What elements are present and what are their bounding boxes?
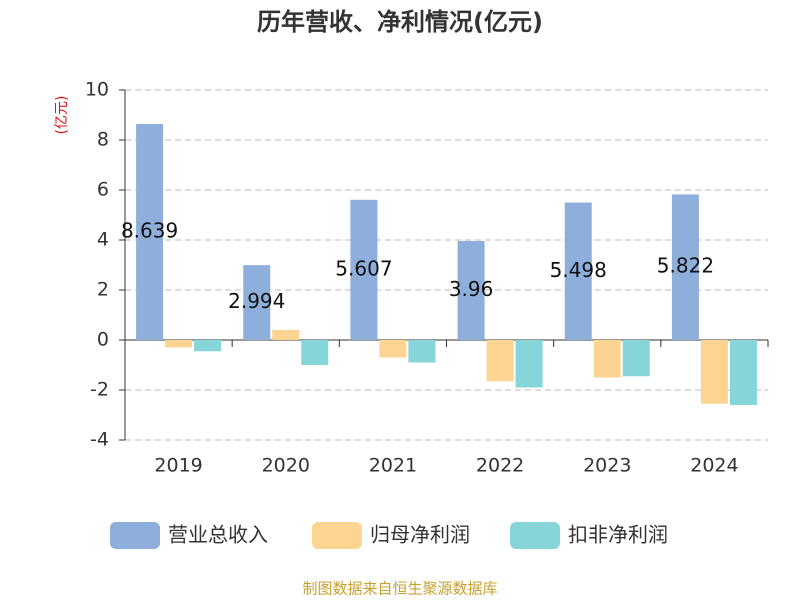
y-tick-label: 0 (97, 329, 109, 351)
bar (515, 340, 543, 388)
source-note: 制图数据来自恒生聚源数据库 (302, 580, 497, 598)
y-tick-label: -4 (90, 429, 109, 451)
data-label: 5.607 (335, 256, 392, 280)
y-tick-label: -2 (90, 379, 109, 401)
y-axis-unit: (亿元) (54, 96, 70, 135)
data-label: 5.498 (550, 258, 607, 282)
bar (194, 340, 222, 352)
data-label: 8.639 (121, 219, 178, 243)
bar (272, 330, 300, 340)
legend-swatch (510, 522, 560, 549)
bar (671, 194, 699, 340)
bar (301, 340, 329, 365)
legend-label: 扣非净利润 (568, 523, 668, 547)
y-tick-label: 2 (97, 279, 109, 301)
x-tick-label: 2020 (262, 455, 310, 477)
legend-label: 营业总收入 (168, 523, 268, 547)
chart-title: 历年营收、净利情况(亿元) (257, 8, 543, 36)
y-tick-label: 10 (85, 79, 109, 101)
bar (700, 340, 728, 404)
legend-swatch (312, 522, 362, 549)
bar (593, 340, 621, 378)
data-label: 3.96 (449, 277, 494, 301)
bar (486, 340, 514, 382)
bar (243, 265, 271, 340)
bar (379, 340, 407, 358)
data-label: 5.822 (657, 254, 714, 278)
x-tick-label: 2022 (476, 455, 524, 477)
x-tick-label: 2024 (690, 455, 738, 477)
bar (350, 199, 378, 340)
bar (622, 340, 650, 377)
y-tick-label: 6 (97, 179, 109, 201)
bar (136, 124, 164, 341)
y-tick-label: 8 (97, 129, 109, 151)
x-tick-label: 2023 (583, 455, 631, 477)
bar (165, 340, 193, 348)
legend-swatch (110, 522, 160, 549)
x-tick-label: 2021 (369, 455, 417, 477)
bar (457, 241, 485, 340)
bar (729, 340, 757, 405)
bar (564, 202, 592, 340)
bar (408, 340, 436, 363)
x-tick-label: 2019 (154, 455, 202, 477)
y-tick-label: 4 (97, 229, 109, 251)
data-label: 2.994 (228, 289, 285, 313)
legend-label: 归母净利润 (370, 523, 470, 547)
